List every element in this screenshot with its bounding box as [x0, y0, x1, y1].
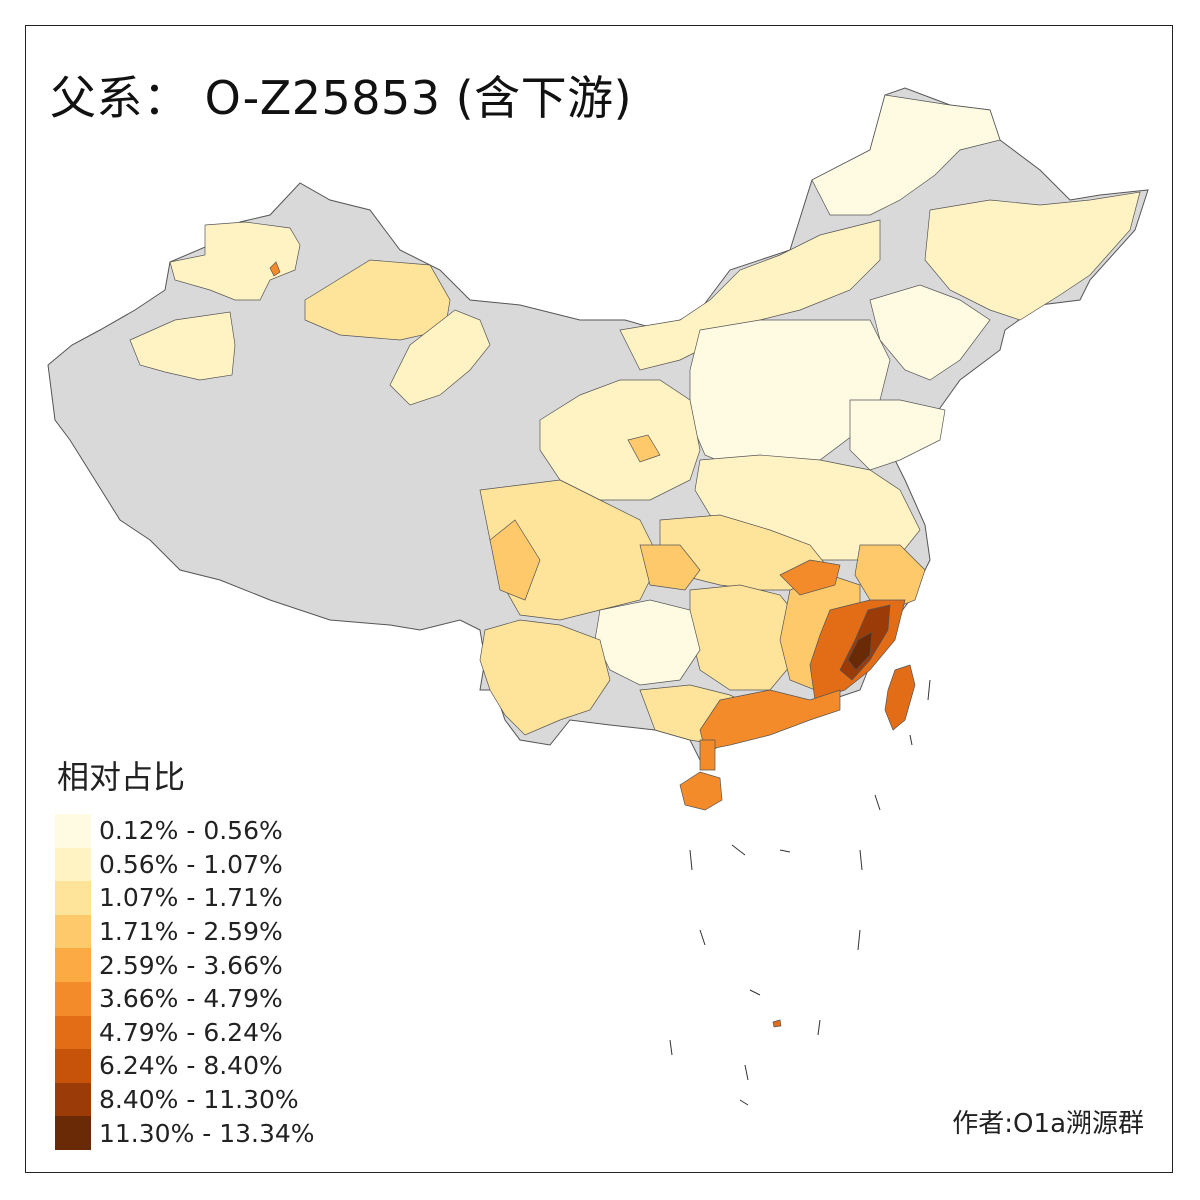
legend-swatch — [55, 1082, 91, 1117]
legend-label: 4.79% - 6.24% — [99, 1017, 283, 1047]
region-sichuan-west — [489, 519, 541, 601]
region-xinjiang-dot — [269, 261, 281, 277]
legend-swatch — [55, 914, 91, 949]
legend-swatch — [55, 981, 91, 1016]
region-shaanxi-dot — [627, 434, 661, 463]
legend-label: 2.59% - 3.66% — [99, 950, 283, 980]
author-credit: 作者:O1a溯源群 — [952, 1109, 1144, 1139]
legend-item: 11.30% - 13.34% — [55, 1116, 315, 1150]
legend-label: 8.40% - 11.30% — [99, 1085, 299, 1115]
legend-item: 6.24% - 8.40% — [55, 1049, 315, 1083]
region-south-sea-islands — [669, 679, 931, 1106]
region-heilongjiang — [811, 94, 1001, 216]
region-northeast-east — [924, 191, 1141, 321]
legend-label: 11.30% - 13.34% — [99, 1118, 315, 1148]
legend-swatch — [55, 1015, 91, 1050]
legend-swatch — [55, 814, 91, 848]
region-jiangxi-north — [779, 559, 841, 596]
region-gansu-west — [389, 309, 491, 406]
legend-label: 0.12% - 0.56% — [99, 816, 283, 846]
region-chongqing — [639, 544, 701, 591]
legend-swatch — [55, 881, 91, 915]
legend-label: 3.66% - 4.79% — [99, 984, 283, 1014]
legend-title: 相对占比 — [57, 758, 186, 796]
region-liaoning — [869, 284, 991, 381]
region-yunnan — [479, 619, 611, 736]
legend-item: 1.71% - 2.59% — [55, 914, 315, 949]
legend-swatch — [55, 948, 91, 982]
region-inner-mongolia — [619, 219, 881, 371]
legend-item: 2.59% - 3.66% — [55, 948, 315, 982]
legend-item: 8.40% - 11.30% — [55, 1082, 315, 1117]
legend-item: 4.79% - 6.24% — [55, 1015, 315, 1050]
region-shandong — [849, 399, 946, 471]
region-taiwan-islet — [772, 1019, 782, 1028]
legend-label: 1.07% - 1.71% — [99, 883, 283, 913]
legend-item: 3.66% - 4.79% — [55, 981, 315, 1016]
legend-swatch — [55, 1049, 91, 1083]
map-title: 父系： O-Z25853 (含下游) — [50, 71, 633, 125]
legend-item: 0.56% - 1.07% — [55, 847, 315, 882]
legend-swatch — [55, 847, 91, 882]
region-xinjiang-north — [169, 221, 301, 301]
legend-label: 6.24% - 8.40% — [99, 1051, 283, 1081]
legend-item: 1.07% - 1.71% — [55, 881, 315, 915]
legend-swatch — [55, 1116, 91, 1150]
region-fujian-peak — [847, 631, 873, 671]
legend-label: 0.56% - 1.07% — [99, 849, 283, 879]
legend-rows: 0.12% - 0.56% 0.56% - 1.07% 1.07% - 1.71% 1… — [55, 814, 315, 1150]
legend: 相对占比 0.12% - 0.56% 0.56% - 1.07% 1.07% - 1… — [55, 752, 315, 1150]
legend-item: 0.12% - 0.56% — [55, 814, 315, 848]
region-taiwan — [884, 664, 916, 731]
region-xinjiang-west — [129, 311, 236, 381]
region-gansu-east — [539, 379, 701, 501]
region-leizhou — [699, 739, 716, 771]
legend-label: 1.71% - 2.59% — [99, 917, 283, 947]
region-hainan — [679, 771, 723, 811]
